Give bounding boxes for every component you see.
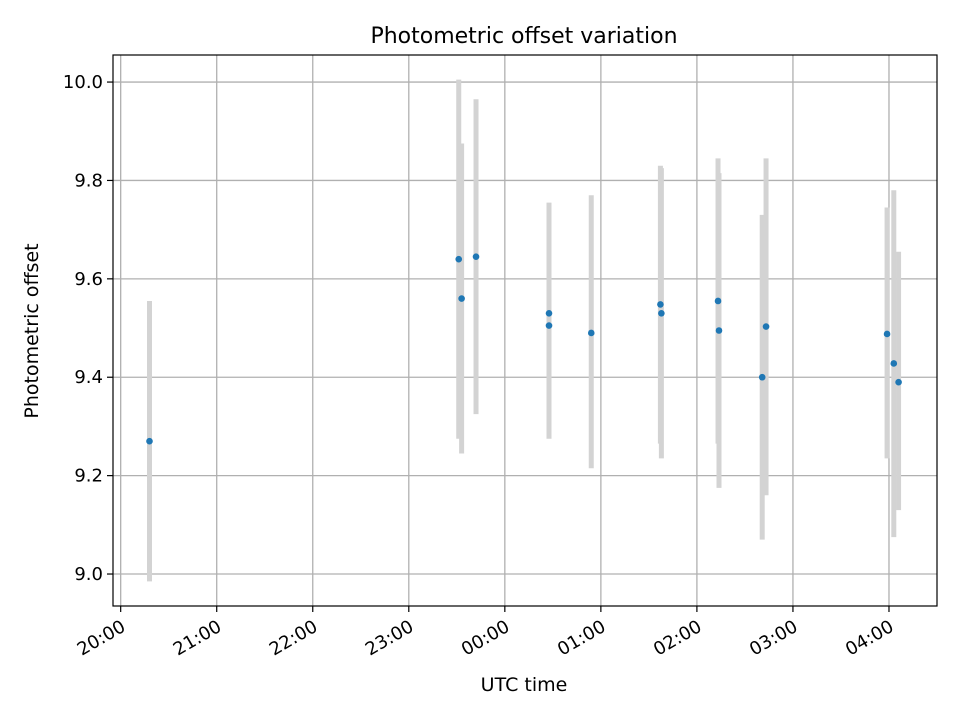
data-point — [587, 329, 595, 337]
data-point — [758, 373, 766, 381]
data-point — [146, 437, 153, 445]
y-tick-label: 10.0 — [63, 72, 103, 93]
x-axis-label: UTC time — [481, 674, 568, 696]
plot-frame — [112, 54, 938, 607]
y-tick-label: 9.0 — [74, 564, 103, 585]
data-point — [657, 301, 664, 308]
y-tick-label: 9.8 — [74, 170, 103, 191]
data-point — [890, 360, 898, 367]
data-point — [883, 330, 891, 338]
data-points — [146, 253, 902, 445]
data-point — [762, 323, 770, 330]
data-point — [714, 297, 722, 305]
data-point — [455, 255, 463, 263]
chart-title: Photometric offset variation — [370, 24, 677, 49]
data-point — [458, 295, 465, 302]
y-tick-label: 9.6 — [74, 269, 103, 290]
y-axis-label: Photometric offset — [21, 243, 43, 418]
data-point — [895, 378, 902, 386]
data-point — [545, 309, 553, 317]
data-point — [715, 327, 723, 334]
y-tick-label: 9.2 — [74, 466, 103, 487]
y-tick-label: 9.4 — [74, 367, 103, 388]
data-point — [658, 309, 665, 317]
data-point — [472, 253, 480, 261]
data-point — [545, 322, 553, 329]
grid — [113, 55, 937, 606]
